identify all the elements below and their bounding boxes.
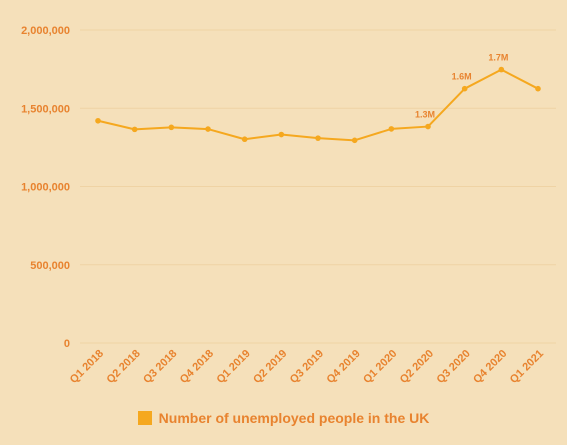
x-tick-label: Q4 2020: [471, 348, 509, 386]
series-line: [97, 68, 539, 142]
x-tick-label: Q1 2018: [68, 348, 106, 386]
data-label: 1.6M: [452, 72, 472, 82]
y-tick-label: 1,000,000: [21, 182, 70, 194]
line-chart: 0 500,000 1,000,000 1,500,000 2,000,000 Q1 2…: [21, 25, 556, 386]
x-tick-label: Q1 2019: [214, 348, 252, 386]
data-point: [131, 126, 138, 133]
y-tick-label: 1,500,000: [21, 103, 70, 115]
data-point: [205, 126, 211, 132]
x-tick-label: Q2 2018: [104, 348, 142, 386]
y-tick-label: 0: [64, 338, 70, 350]
data-labels: 1.3M 1.6M 1.7M: [415, 53, 508, 120]
legend-swatch: [137, 411, 152, 425]
x-tick-label: Q4 2019: [324, 348, 362, 386]
data-point: [168, 124, 175, 131]
data-point: [95, 117, 101, 124]
gridlines: [80, 29, 556, 344]
series-layer: [95, 66, 541, 144]
x-tick-label: Q3 2018: [141, 348, 179, 386]
data-point: [388, 126, 395, 132]
data-point: [315, 135, 321, 141]
y-axis-ticks: 0 500,000 1,000,000 1,500,000 2,000,000: [21, 25, 70, 350]
x-tick-label: Q4 2018: [178, 348, 216, 386]
x-tick-label: Q3 2020: [434, 348, 472, 386]
data-point: [498, 66, 505, 73]
legend-label: Number of unemployed people in the UK: [158, 410, 430, 426]
x-tick-label: Q2 2020: [398, 348, 436, 386]
data-point: [425, 123, 431, 130]
y-tick-label: 500,000: [30, 260, 70, 272]
data-label: 1.7M: [488, 53, 508, 63]
x-tick-label: Q3 2019: [288, 348, 326, 386]
legend: Number of unemployed people in the UK: [0, 410, 567, 426]
data-label: 1.3M: [415, 110, 435, 120]
y-tick-label: 2,000,000: [21, 25, 70, 37]
data-point: [535, 85, 541, 92]
data-point: [461, 85, 468, 92]
x-tick-label: Q1 2020: [361, 348, 399, 386]
x-tick-label: Q2 2019: [251, 348, 289, 386]
data-point: [351, 137, 358, 144]
data-point: [278, 131, 285, 138]
data-point: [241, 136, 248, 143]
x-tick-label: Q1 2021: [508, 348, 546, 386]
